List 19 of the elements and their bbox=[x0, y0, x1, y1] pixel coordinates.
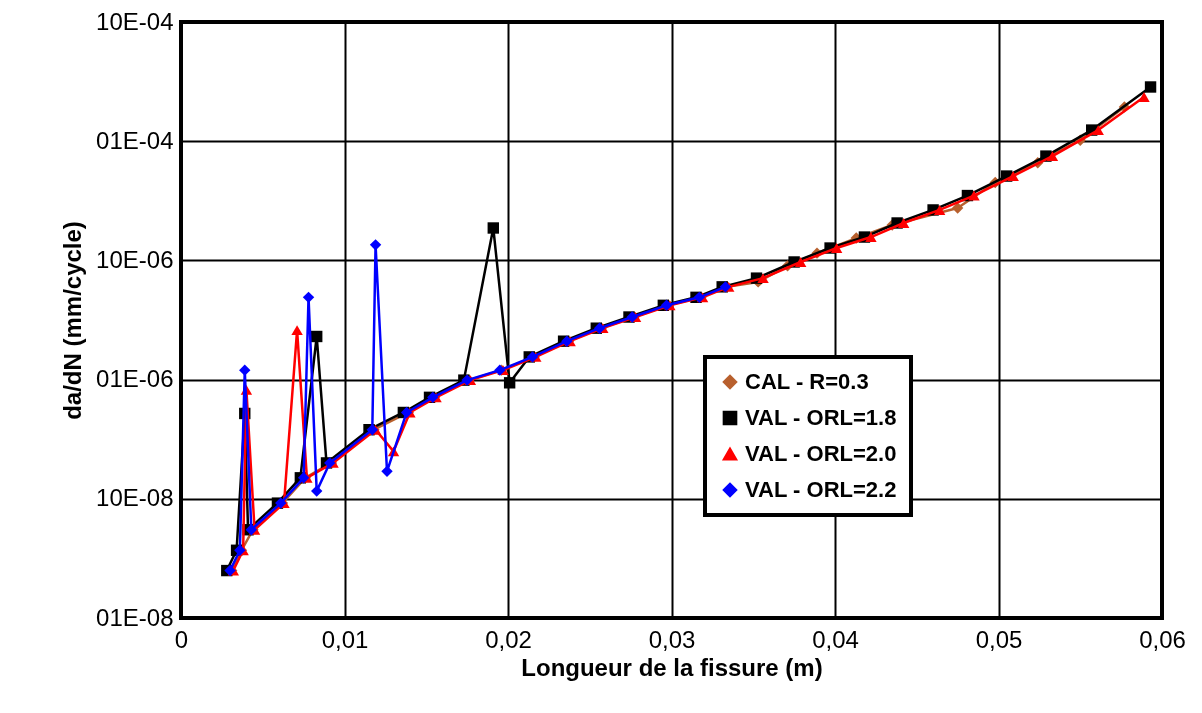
y-tick-label: 01E-04 bbox=[96, 126, 174, 154]
x-tick-label: 0,01 bbox=[321, 625, 369, 653]
y-tick-label: 10E-04 bbox=[96, 7, 174, 35]
x-tick-label: 0 bbox=[174, 625, 189, 653]
legend-label: VAL - ORL=2.0 bbox=[745, 441, 897, 466]
legend-label: VAL - ORL=2.2 bbox=[745, 477, 897, 502]
y-tick-label: 10E-06 bbox=[96, 245, 174, 273]
x-tick-label: 0,06 bbox=[1139, 625, 1186, 653]
y-tick-label: 01E-08 bbox=[96, 603, 174, 631]
x-tick-label: 0,02 bbox=[485, 625, 532, 653]
x-axis-title: Longueur de la fissure (m) bbox=[521, 653, 823, 681]
legend-label: VAL - ORL=1.8 bbox=[745, 405, 897, 430]
y-tick-label: 10E-08 bbox=[96, 484, 174, 512]
x-tick-label: 0,04 bbox=[812, 625, 859, 653]
x-tick-label: 0,03 bbox=[648, 625, 696, 653]
legend-label: CAL - R=0.3 bbox=[745, 369, 869, 394]
y-axis-title: da/dN (mm/cycle) bbox=[59, 221, 87, 420]
x-tick-label: 0,05 bbox=[975, 625, 1023, 653]
y-tick-label: 01E-06 bbox=[96, 365, 174, 393]
